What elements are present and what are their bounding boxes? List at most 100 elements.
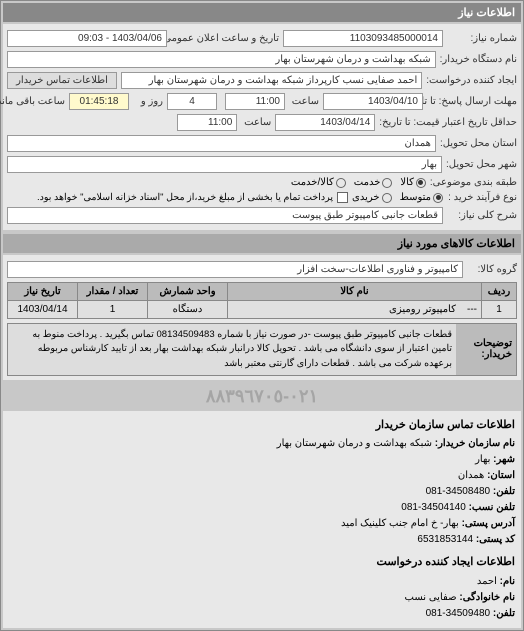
td-vahed: دستگاه — [148, 301, 228, 319]
tarikh-elan-label: تاریخ و ساعت اعلان عمومی: — [171, 33, 279, 44]
fkey: تلفن نسب: — [469, 502, 515, 513]
etebar-saat: 11:00 — [177, 114, 237, 131]
td-radif: 1 — [482, 301, 517, 319]
footer-title-2: اطلاعات ایجاد کننده درخواست — [9, 554, 515, 572]
farayand-opt-0[interactable]: متوسط — [400, 192, 443, 203]
row-tabaghe: طبقه بندی موضوعی: کالا خدمت کالا/خدمت — [7, 175, 517, 190]
saat-baqi-value: 01:45:18 — [69, 93, 129, 110]
fkey: نام: — [500, 576, 515, 587]
farayand-checkbox[interactable] — [337, 192, 348, 203]
footer-line: تلفن: 34508480-081 — [9, 484, 515, 500]
row-shahr: شهر محل تحویل: بهار — [7, 154, 517, 175]
th-nam: نام کالا — [228, 283, 482, 301]
rooz-count: 4 — [167, 93, 217, 110]
farayand-radio-group: متوسط خریدی — [352, 192, 443, 203]
watermark-phone: ٠٢١-٨٨٣٩٦٧٠٥ — [3, 382, 521, 411]
fval: 34508480-081 — [426, 486, 491, 497]
rooz-va-label: روز و — [133, 96, 163, 107]
fkey: شهر: — [493, 454, 515, 465]
th-radif: ردیف — [482, 283, 517, 301]
row-sharh: شرح کلی نیاز: قطعات جانبی کامپیوتر طبق پ… — [7, 205, 517, 226]
td-tedad: 1 — [78, 301, 148, 319]
footer-line: آدرس پستی: بهار- خ امام جنب کلینیک امید — [9, 516, 515, 532]
tabaghe-radio-group: کالا خدمت کالا/خدمت — [291, 177, 426, 188]
shahr-value: بهار — [7, 156, 442, 173]
radio-icon — [433, 193, 443, 203]
fkey: آدرس پستی: — [462, 518, 515, 529]
ostan-value: همدان — [7, 135, 436, 152]
footer-line: نام سازمان خریدار: شبکه بهداشت و درمان ش… — [9, 436, 515, 452]
saat-baqi-label: ساعت باقی مانده — [7, 96, 65, 107]
fkey: استان: — [487, 470, 515, 481]
fkey: کد پستی: — [476, 534, 515, 545]
ijad-value: احمد صفایی نسب کارپرداز شبکه بهداشت و در… — [121, 72, 422, 89]
td-nam-text: کامپیوتر رومیزی — [389, 304, 456, 315]
tabaghe-opt-1-label: خدمت — [354, 177, 381, 188]
shahr-label: شهر محل تحویل: — [446, 159, 517, 170]
footer-line: نام: احمد — [9, 574, 515, 590]
goods-table: ردیف نام کالا واحد شمارش تعداد / مقدار ت… — [7, 282, 517, 319]
farayand-opt-0-label: متوسط — [400, 192, 431, 203]
th-vahed: واحد شمارش — [148, 283, 228, 301]
fval: بهار- خ امام جنب کلینیک امید — [341, 518, 459, 529]
th-tedad: تعداد / مقدار — [78, 283, 148, 301]
tabaghe-opt-1[interactable]: خدمت — [354, 177, 393, 188]
tabaghe-opt-0-label: کالا — [400, 177, 414, 188]
row-ijad: ایجاد کننده درخواست: احمد صفایی نسب کارپ… — [7, 70, 517, 91]
tabaghe-label: طبقه بندی موضوعی: — [430, 177, 517, 188]
sharh-value: قطعات جانبی کامپیوتر طبق پیوست — [7, 207, 443, 224]
tozihat-box: توضیحات خریدار: قطعات جانبی کامپیوتر طبق… — [7, 323, 517, 376]
footer-info: اطلاعات تماس سازمان خریدار نام سازمان خر… — [3, 411, 521, 628]
footer-line: کد پستی: 6531853144 — [9, 532, 515, 548]
fval: بهار — [475, 454, 490, 465]
tozihat-text: قطعات جانبی کامپیوتر طبق پیوست -در صورت … — [8, 324, 456, 375]
radio-icon — [336, 178, 346, 188]
saat-label-2: ساعت — [241, 117, 271, 128]
shomare-niaz-label: شماره نیاز: — [447, 33, 517, 44]
info-section: شماره نیاز: 1103093485000014 تاریخ و ساع… — [3, 24, 521, 230]
fval: شبکه بهداشت و درمان شهرستان بهار — [277, 438, 432, 449]
td-tarikh: 1403/04/14 — [8, 301, 78, 319]
farayand-opt-1-label: خریدی — [352, 192, 380, 203]
farayand-note: پرداخت تمام یا بخشی از مبلغ خرید،از محل … — [37, 192, 333, 203]
radio-icon — [382, 193, 392, 203]
shomare-niaz-value: 1103093485000014 — [283, 30, 443, 47]
footer-line: شهر: بهار — [9, 452, 515, 468]
etelaat-tamas-button[interactable]: اطلاعات تماس خریدار — [7, 72, 117, 89]
goroh-value: کامپیوتر و فناوری اطلاعات-سخت افزار — [7, 261, 463, 278]
footer-title: اطلاعات تماس سازمان خریدار — [9, 417, 515, 435]
footer-line: تلفن: 34509480-081 — [9, 606, 515, 622]
sharh-label: شرح کلی نیاز: — [447, 210, 517, 221]
farayand-label: نوع فرآیند خرید : — [447, 192, 517, 203]
mohlat-date: 1403/04/10 — [323, 93, 423, 110]
dastgah-label: نام دستگاه خریدار: — [440, 54, 517, 65]
fval: همدان — [458, 470, 484, 481]
fkey: نام سازمان خریدار: — [435, 438, 515, 449]
fval: 6531853144 — [417, 534, 473, 545]
fval: صفایی نسب — [405, 592, 457, 603]
footer-line: استان: همدان — [9, 468, 515, 484]
goods-section-title: اطلاعات کالاهای مورد نیاز — [3, 234, 521, 253]
th-tarikh: تاریخ نیاز — [8, 283, 78, 301]
table-header-row: ردیف نام کالا واحد شمارش تعداد / مقدار ت… — [8, 283, 517, 301]
table-row: 1 --- کامپیوتر رومیزی دستگاه 1 1403/04/1… — [8, 301, 517, 319]
fkey: تلفن: — [493, 608, 515, 619]
row-shomare: شماره نیاز: 1103093485000014 تاریخ و ساع… — [7, 28, 517, 49]
fval: 34509480-081 — [426, 608, 491, 619]
radio-icon — [382, 178, 392, 188]
saat-label-1: ساعت — [289, 96, 319, 107]
td-nam: --- کامپیوتر رومیزی — [228, 301, 482, 319]
dastgah-value: شبکه بهداشت و درمان شهرستان بهار — [7, 51, 436, 68]
mohlat-label: مهلت ارسال پاسخ: تا تاریخ: — [427, 96, 517, 107]
tabaghe-opt-0[interactable]: کالا — [400, 177, 426, 188]
farayand-opt-1[interactable]: خریدی — [352, 192, 392, 203]
row-ostan: استان محل تحویل: همدان — [7, 133, 517, 154]
goods-section: گروه کالا: کامپیوتر و فناوری اطلاعات-سخت… — [3, 255, 521, 380]
tabaghe-opt-2[interactable]: کالا/خدمت — [291, 177, 346, 188]
tozihat-label: توضیحات خریدار: — [456, 324, 516, 375]
tarikh-elan-value: 1403/04/06 - 09:03 — [7, 30, 167, 47]
footer-line: تلفن نسب: 34504140-081 — [9, 500, 515, 516]
radio-icon — [416, 178, 426, 188]
ijad-label: ایجاد کننده درخواست: — [426, 75, 517, 86]
footer-line: نام خانوادگی: صفایی نسب — [9, 590, 515, 606]
